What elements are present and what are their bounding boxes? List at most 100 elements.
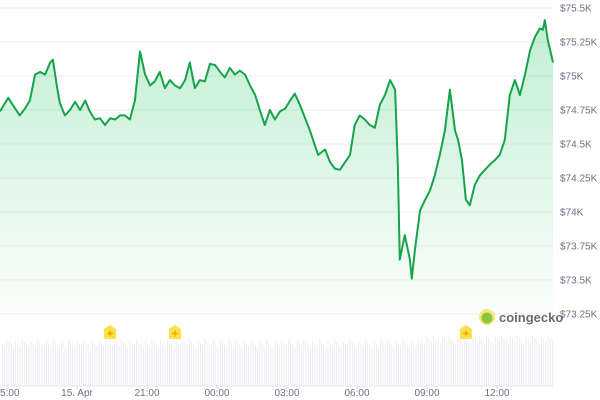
event-marker[interactable]: ✦: [104, 325, 117, 340]
volume-bar: [182, 340, 184, 386]
volume-bar: [340, 347, 342, 386]
volume-bar: [191, 341, 192, 386]
volume-bar: [87, 345, 89, 386]
volume-bar: [527, 339, 529, 386]
volume-bar: [382, 342, 384, 386]
event-markers: ✦ ✦ ✦: [104, 325, 472, 340]
volume-bar: [175, 341, 177, 386]
volume-bar: [453, 341, 454, 386]
volume-bar: [10, 344, 12, 386]
volume-bar: [422, 340, 423, 386]
volume-bar: [532, 335, 533, 386]
volume-bar: [180, 346, 181, 386]
volume-bar: [369, 345, 371, 386]
volume-bar: [521, 340, 522, 386]
volume-bar: [153, 342, 155, 386]
volume-bar: [549, 338, 551, 386]
volume-bar: [543, 339, 544, 386]
volume-bar: [303, 339, 305, 386]
volume-bar: [508, 343, 509, 386]
star-icon: ✦: [171, 329, 179, 340]
volume-bar: [158, 347, 159, 386]
volume-bar: [178, 344, 179, 386]
volume-bar: [118, 345, 120, 386]
volume-bar: [114, 340, 115, 386]
coingecko-watermark: coingecko: [479, 309, 563, 325]
event-badge[interactable]: [104, 325, 117, 339]
volume-bar: [83, 340, 85, 386]
volume-bar: [222, 342, 223, 386]
volume-bar: [129, 340, 131, 386]
volume-bar: [296, 340, 298, 386]
volume-bar: [312, 340, 313, 386]
volume-bar: [299, 343, 300, 386]
x-tick-label: 15. Apr: [61, 388, 93, 399]
volume-bar: [32, 343, 34, 386]
volume-bar: [193, 344, 195, 386]
volume-bar: [257, 347, 258, 386]
volume-bar: [140, 344, 142, 386]
volume-bar: [233, 346, 234, 386]
volume-bar: [142, 347, 144, 386]
volume-bar: [446, 342, 448, 386]
volume-bar: [514, 341, 516, 386]
volume-bar: [426, 336, 428, 386]
volume-bar: [323, 344, 324, 386]
volume-bar: [541, 337, 542, 386]
event-badge[interactable]: [459, 325, 472, 339]
volume-bar: [417, 339, 419, 386]
volume-bar: [349, 339, 351, 386]
volume-bar: [376, 344, 377, 386]
event-badge[interactable]: [169, 325, 181, 339]
volume-bar: [356, 347, 357, 386]
event-marker[interactable]: ✦: [459, 325, 472, 340]
volume-bar: [466, 338, 467, 386]
volume-bars: [2, 335, 553, 386]
volume-bar: [160, 341, 162, 386]
volume-bar: [54, 342, 56, 386]
volume-bar: [255, 345, 256, 386]
volume-bar: [490, 340, 492, 386]
price-line: [0, 19, 554, 280]
volume-bar: [285, 345, 287, 386]
volume-bar: [437, 340, 439, 386]
volume-bar: [37, 339, 38, 386]
volume-bar: [96, 346, 98, 386]
volume-bar: [373, 341, 375, 386]
y-tick-label: $74.5K: [560, 140, 592, 151]
volume-bar: [173, 347, 175, 386]
volume-bar: [79, 344, 80, 386]
volume-bar: [189, 339, 190, 386]
volume-bar: [248, 346, 250, 386]
volume-bar: [547, 335, 549, 386]
volume-bar: [538, 343, 540, 386]
y-tick-label: $74K: [560, 208, 584, 219]
volume-bar: [85, 342, 87, 386]
volume-bar: [30, 340, 32, 386]
volume-bar: [206, 341, 208, 386]
volume-bar: [208, 344, 210, 386]
volume-bar: [398, 343, 399, 386]
volume-bar: [351, 342, 353, 386]
volume-bar: [486, 335, 487, 386]
volume-bar: [365, 340, 366, 386]
volume-bar: [530, 342, 531, 386]
volume-bar: [101, 343, 102, 386]
volume-bar: [131, 343, 133, 386]
volume-bar: [8, 341, 10, 386]
volume-bar: [387, 339, 388, 386]
volume-bar: [431, 342, 432, 386]
volume-bar: [186, 345, 188, 386]
volume-bar: [125, 344, 126, 386]
volume-bar: [435, 338, 437, 386]
volume-bar: [112, 347, 113, 386]
volume-bar: [6, 339, 8, 386]
volume-bar: [281, 340, 283, 386]
event-marker[interactable]: ✦: [169, 325, 181, 340]
x-tick-label: 03:00: [274, 388, 299, 399]
volume-bar: [268, 342, 269, 386]
volume-bar: [409, 347, 410, 386]
x-tick-label: 06:00: [344, 388, 369, 399]
volume-bar: [15, 340, 16, 386]
